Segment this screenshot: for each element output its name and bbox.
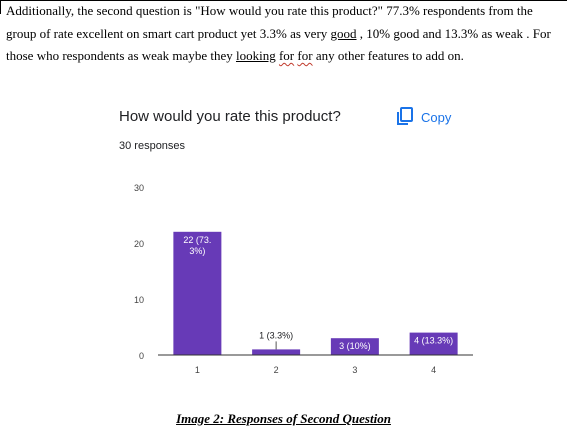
para-text-tail: any other features to add on. bbox=[312, 48, 464, 63]
data-label-4: 4 (13.3%) bbox=[414, 336, 453, 346]
data-label-1-cont: 3%) bbox=[189, 246, 205, 256]
y-tick-label-30: 30 bbox=[134, 183, 144, 193]
bar-3 bbox=[330, 338, 379, 355]
para-text-2: , 10% good and 13.3% as weak . For those… bbox=[6, 25, 551, 64]
para-looking-word: looking bbox=[235, 48, 276, 63]
document-paragraph: Additionally, the second question is "Ho… bbox=[6, 0, 562, 68]
x-tick-label-2: 2 bbox=[274, 365, 279, 375]
para-good-word: good bbox=[330, 25, 357, 41]
page-top-border bbox=[0, 0, 567, 1]
response-count: 30 responses bbox=[119, 140, 186, 152]
para-for-word-2: for bbox=[297, 48, 313, 63]
bar-2 bbox=[252, 349, 301, 355]
x-tick-label-1: 1 bbox=[195, 365, 200, 375]
question-title: How would you rate this product? bbox=[119, 108, 341, 125]
copy-icon bbox=[397, 106, 413, 128]
para-text-1: Additionally, the second question is "Ho… bbox=[6, 3, 533, 41]
data-label-3: 3 (10%) bbox=[339, 341, 371, 351]
copy-button[interactable]: Copy bbox=[397, 106, 451, 128]
figure-caption: Image 2: Responses of Second Question bbox=[176, 411, 391, 426]
x-tick-label-4: 4 bbox=[431, 365, 436, 375]
copy-label: Copy bbox=[421, 109, 452, 125]
bar-1 bbox=[173, 231, 222, 355]
y-tick-label-10: 10 bbox=[134, 295, 144, 305]
page-left-border bbox=[0, 0, 1, 14]
data-label-2: 1 (3.3%) bbox=[259, 330, 293, 340]
y-tick-label-0: 0 bbox=[139, 351, 144, 361]
data-label-1: 22 (73. bbox=[183, 235, 211, 245]
bar-4 bbox=[409, 332, 458, 355]
y-tick-label-20: 20 bbox=[134, 239, 144, 249]
x-tick-label-3: 3 bbox=[352, 365, 357, 375]
para-for-word: for bbox=[278, 48, 295, 63]
